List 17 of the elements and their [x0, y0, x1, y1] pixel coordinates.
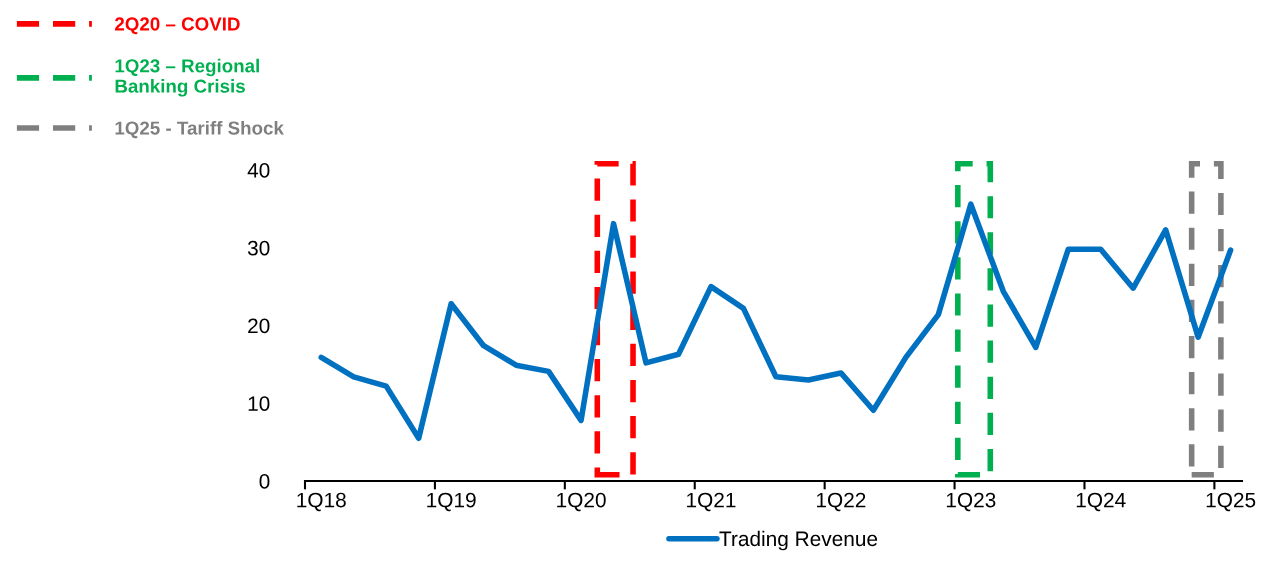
x-tick-label: 1Q21 [687, 492, 736, 512]
y-tick-label: 10 [248, 396, 270, 411]
x-tick-label: 1Q19 [427, 492, 476, 512]
legend-label: Trading Revenue [719, 530, 878, 551]
y-tick-label: 0 [259, 474, 270, 489]
y-tick-label: 40 [247, 163, 270, 178]
x-tick-label: 1Q18 [297, 492, 346, 512]
x-tick-label: 1Q20 [557, 492, 606, 512]
y-tick-label: 30 [247, 240, 270, 256]
x-tick-label: 1Q25 [1206, 492, 1256, 512]
text: 1Q23 – Regional Banking Crisis [115, 58, 259, 97]
text: 1Q25 - Tariff Shock [115, 120, 284, 139]
x-tick-label: 1Q24 [1076, 492, 1126, 512]
text: 2Q20 – COVID [115, 17, 240, 35]
x-tick-label: 1Q22 [817, 492, 866, 512]
y-tick-label: 20 [248, 318, 270, 334]
x-tick-label: 1Q23 [946, 492, 996, 512]
